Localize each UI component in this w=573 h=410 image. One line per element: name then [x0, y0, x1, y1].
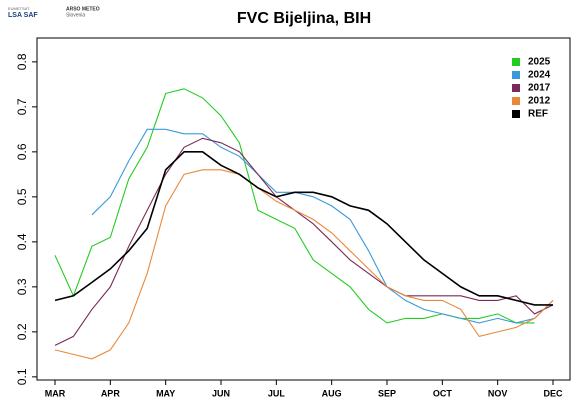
x-tick-label: JUN [212, 388, 230, 398]
x-tick-label: MAY [156, 388, 175, 398]
y-tick-label: 0.3 [15, 278, 29, 295]
x-tick-label: APR [101, 388, 121, 398]
x-tick-label: NOV [488, 388, 508, 398]
logo-text: ARSO METEO [66, 6, 100, 12]
series-line [54, 137, 554, 346]
x-tick-label: OCT [433, 388, 453, 398]
legend-swatch [512, 97, 520, 105]
chart-title: FVC Bijeljina, BIH [237, 10, 371, 27]
legend-swatch [512, 58, 520, 66]
logo-text: Slovenia [66, 12, 85, 18]
legend-label: REF [528, 109, 548, 120]
legend-label: 2017 [528, 83, 551, 94]
series-line [54, 151, 553, 306]
series-line [91, 128, 554, 324]
legend-label: 2025 [528, 57, 551, 68]
plot-frame [36, 37, 571, 381]
legend-label: 2024 [528, 70, 551, 81]
y-tick-label: 0.4 [15, 233, 29, 250]
x-tick-label: JUL [268, 388, 286, 398]
legend-label: 2012 [528, 96, 551, 107]
y-tick-label: 0.5 [15, 188, 29, 205]
x-tick-label: MAR [45, 388, 66, 398]
legend-swatch [512, 110, 520, 118]
x-tick-label: AUG [322, 388, 342, 398]
logo-text: LSA SAF [8, 12, 38, 19]
y-tick-label: 0.7 [15, 98, 29, 115]
legend-swatch [512, 71, 520, 79]
y-tick-label: 0.2 [15, 323, 29, 340]
y-tick-label: 0.1 [15, 368, 29, 385]
y-tick-label: 0.8 [15, 53, 29, 70]
legend-swatch [512, 84, 520, 92]
logo-text: EUMETSAT [8, 6, 30, 11]
x-tick-label: DEC [543, 388, 563, 398]
y-tick-label: 0.6 [15, 143, 29, 160]
x-tick-label: SEP [378, 388, 396, 398]
series-line [54, 169, 554, 360]
